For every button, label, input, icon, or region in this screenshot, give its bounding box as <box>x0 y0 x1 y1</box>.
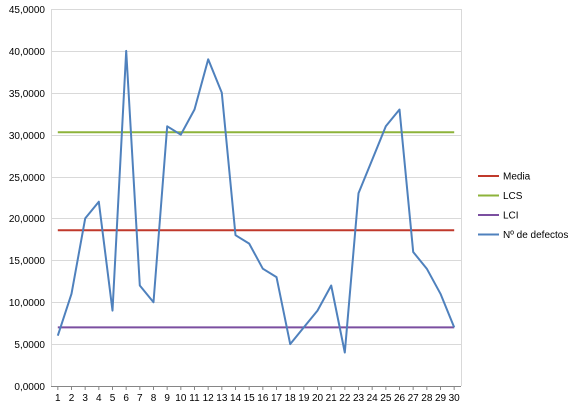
grid-layer <box>51 9 462 387</box>
y-tick-label: 25,0000 <box>9 173 46 184</box>
x-tick-label: 16 <box>257 393 269 404</box>
y-tick-label: 20,0000 <box>9 214 46 225</box>
x-tick-label: 30 <box>449 393 461 404</box>
y-tick-label: 30,0000 <box>9 131 46 142</box>
y-tick-label: 0,0000 <box>14 382 45 393</box>
x-tick-label: 26 <box>394 393 406 404</box>
y-tick-label: 40,0000 <box>9 47 46 58</box>
x-tick-label: 1 <box>55 393 61 404</box>
x-tick-label: 18 <box>285 393 297 404</box>
legend-label: LCS <box>503 191 523 202</box>
x-tick-label: 25 <box>380 393 392 404</box>
legend-label: Nº de defectos <box>503 230 568 241</box>
legend-item: LCS <box>478 191 523 202</box>
y-tick-label: 45,0000 <box>9 5 46 16</box>
y-tick-label: 35,0000 <box>9 89 46 100</box>
x-tick-label: 15 <box>244 393 256 404</box>
y-tick-label: 5,0000 <box>14 340 45 351</box>
y-tick-label: 10,0000 <box>9 298 46 309</box>
y-tick-label: 15,0000 <box>9 256 46 267</box>
legend-item: Media <box>478 172 531 183</box>
x-tick-label: 24 <box>367 393 379 404</box>
x-tick-label: 21 <box>326 393 338 404</box>
legend-item: Nº de defectos <box>478 230 568 241</box>
x-tick-label: 23 <box>353 393 365 404</box>
x-tick-label: 19 <box>298 393 310 404</box>
x-tick-label: 28 <box>421 393 433 404</box>
x-tick-label: 10 <box>175 393 187 404</box>
legend-label: LCI <box>503 211 519 222</box>
x-tick-label: 27 <box>408 393 420 404</box>
series-layer <box>56 49 456 354</box>
x-tick-label: 20 <box>312 393 324 404</box>
x-tick-label: 2 <box>69 393 75 404</box>
legend-label: Media <box>503 172 531 183</box>
x-tick-label: 29 <box>435 393 447 404</box>
x-tick-label: 17 <box>271 393 283 404</box>
x-tick-label: 9 <box>164 393 170 404</box>
x-tick-label: 13 <box>216 393 228 404</box>
x-tick-label: 3 <box>82 393 88 404</box>
x-tick-label: 12 <box>203 393 215 404</box>
axis-layer: 0,0000 5,0000 10,0000 15,0000 20,0000 25,0000… <box>9 5 460 404</box>
x-tick-label: 7 <box>137 393 143 404</box>
legend: Media LCS LCI Nº de defectos <box>478 172 568 241</box>
x-tick-label: 8 <box>151 393 157 404</box>
x-tick-label: 6 <box>123 393 129 404</box>
x-tick-label: 4 <box>96 393 102 404</box>
legend-item: LCI <box>478 211 519 222</box>
x-tick-label: 14 <box>230 393 242 404</box>
x-tick-label: 5 <box>110 393 116 404</box>
x-tick-label: 22 <box>339 393 351 404</box>
x-tick-label: 11 <box>189 393 200 404</box>
series-line-4 <box>56 49 456 354</box>
